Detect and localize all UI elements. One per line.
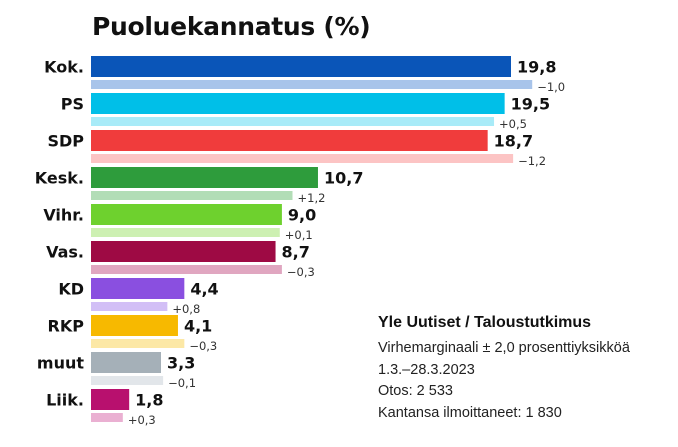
prev-bar-vas (91, 265, 282, 274)
category-label-kok: Kok. (44, 58, 84, 77)
change-label-vihr: +0,1 (285, 228, 313, 242)
value-label-liik: 1,8 (135, 391, 163, 410)
value-label-sdp: 18,7 (494, 132, 533, 151)
prev-bar-kesk (91, 191, 293, 200)
change-label-muut: −0,1 (168, 376, 196, 390)
survey-period: 1.3.–28.3.2023 (378, 361, 475, 378)
bar-kok (91, 56, 511, 77)
bar-liik (91, 389, 130, 410)
value-label-kd: 4,4 (190, 280, 218, 299)
bar-vas (91, 241, 276, 262)
change-label-vas: −0,3 (287, 265, 315, 279)
prev-bar-sdp (91, 154, 514, 163)
sample-size: Otos: 2 533 (378, 383, 453, 399)
bar-kd (91, 278, 185, 299)
value-label-vihr: 9,0 (288, 206, 316, 225)
category-label-muut: muut (37, 354, 84, 373)
change-label-sdp: −1,2 (518, 154, 546, 168)
prev-bar-liik (91, 413, 123, 422)
prev-bar-muut (91, 376, 164, 385)
category-label-kesk: Kesk. (35, 169, 84, 188)
value-label-kesk: 10,7 (324, 169, 363, 188)
category-label-rkp: RKP (48, 317, 85, 336)
change-label-kesk: +1,2 (298, 191, 326, 205)
prev-bar-kd (91, 302, 168, 311)
bar-muut (91, 352, 161, 373)
change-label-kd: +0,8 (172, 302, 200, 316)
source-title: Yle Uutiset / Taloustutkimus (378, 314, 592, 331)
bar-sdp (91, 130, 488, 151)
change-label-rkp: −0,3 (189, 339, 217, 353)
bar-vihr (91, 204, 282, 225)
source-info: Yle Uutiset / Taloustutkimus Virhemargin… (378, 314, 630, 424)
margin-of-error: Virhemarginaali ± 2,0 prosenttiyksikköä (378, 340, 630, 356)
bar-kesk (91, 167, 318, 188)
respondents-count: Kantansa ilmoittaneet: 1 830 (378, 404, 562, 421)
prev-bar-ps (91, 117, 495, 126)
change-label-liik: +0,3 (128, 413, 156, 427)
bar-rkp (91, 315, 178, 336)
prev-bar-rkp (91, 339, 185, 348)
chart-title: Puoluekannatus (%) (92, 12, 371, 41)
category-label-liik: Liik. (46, 391, 84, 410)
change-label-kok: −1,0 (537, 80, 565, 94)
bar-ps (91, 93, 505, 114)
value-label-rkp: 4,1 (184, 317, 212, 336)
value-label-ps: 19,5 (511, 95, 550, 114)
category-label-sdp: SDP (47, 132, 84, 151)
category-label-vas: Vas. (46, 243, 84, 262)
prev-bar-kok (91, 80, 533, 89)
value-label-vas: 8,7 (282, 243, 310, 262)
value-label-muut: 3,3 (167, 354, 195, 373)
category-label-ps: PS (61, 95, 84, 114)
value-label-kok: 19,8 (517, 58, 556, 77)
category-label-kd: KD (58, 280, 84, 299)
change-label-ps: +0,5 (499, 117, 527, 131)
category-label-vihr: Vihr. (43, 206, 84, 225)
prev-bar-vihr (91, 228, 280, 237)
